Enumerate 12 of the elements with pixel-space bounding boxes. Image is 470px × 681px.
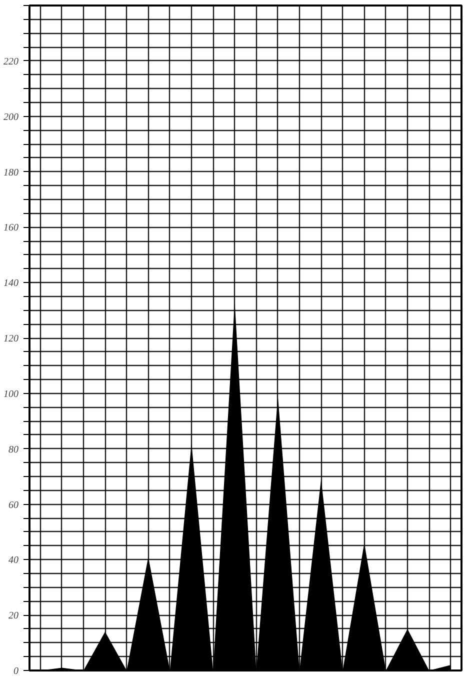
y-tick-label: 200 bbox=[4, 112, 18, 123]
y-tick-label: 120 bbox=[4, 334, 18, 344]
y-tick-label: 140 bbox=[4, 278, 18, 290]
y-tick-label: 160 bbox=[4, 222, 18, 234]
y-tick-label: 180 bbox=[4, 167, 18, 178]
y-tick-label: 60 bbox=[8, 500, 18, 511]
y-tick-label: 0 bbox=[14, 666, 18, 677]
y-tick-label: 40 bbox=[8, 555, 18, 566]
y-tick-label: 220 bbox=[4, 56, 18, 68]
y-tick-label: 100 bbox=[4, 388, 18, 400]
y-tick-label: 20 bbox=[8, 610, 18, 622]
y-tick-label: 80 bbox=[8, 444, 18, 456]
